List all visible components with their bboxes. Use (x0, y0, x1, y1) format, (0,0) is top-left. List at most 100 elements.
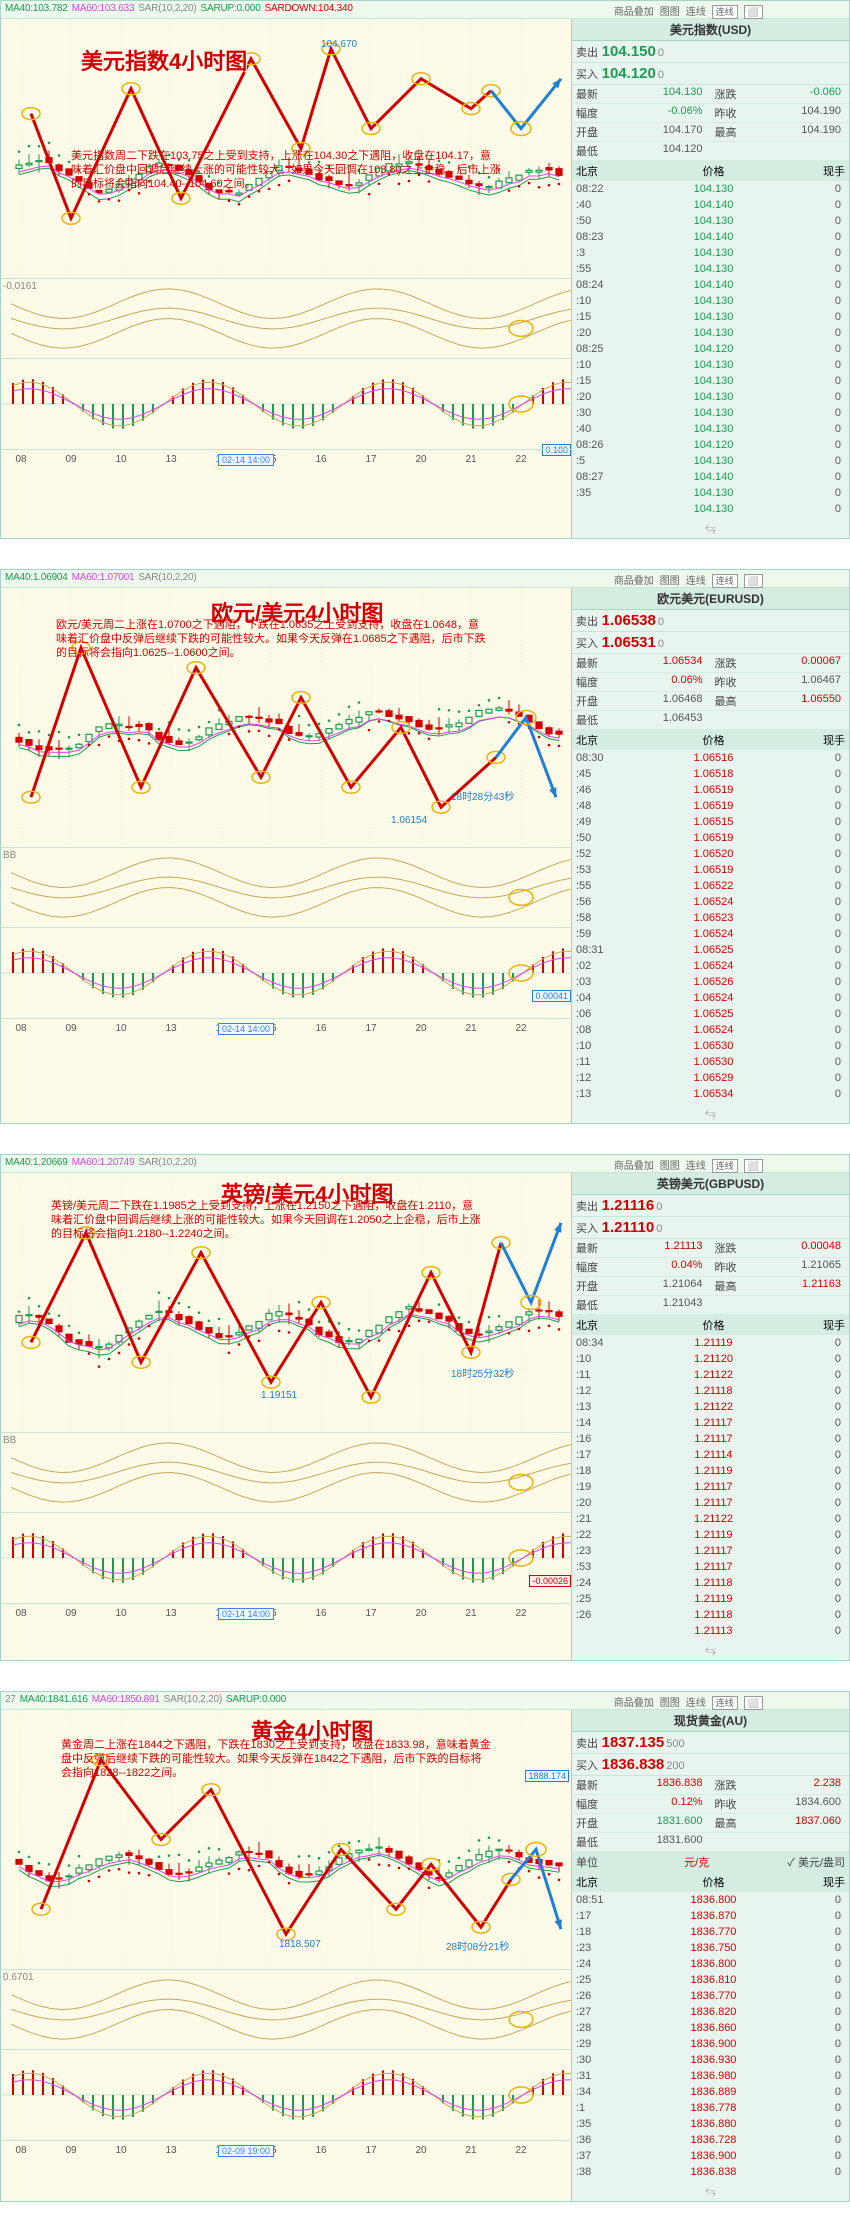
top-tool[interactable]: 图图 (660, 1161, 680, 1172)
top-button[interactable]: ⬜ (744, 5, 763, 19)
quote-title: 现货黄金(AU) (572, 1710, 849, 1732)
top-tool[interactable]: 连线 (686, 1161, 706, 1172)
top-tool[interactable]: 连线 (686, 1698, 706, 1709)
buy-row[interactable]: 买入 1.065310 (572, 632, 849, 654)
tick-price: 1.21122 (618, 1399, 809, 1415)
top-tool[interactable]: 图图 (660, 7, 680, 18)
tick-price: 104.120 (618, 341, 809, 357)
sell-row[interactable]: 卖出 1837.135500 (572, 1732, 849, 1754)
tick-qty: 0 (809, 1908, 849, 1924)
tick-qty: 0 (809, 197, 849, 213)
top-tool[interactable]: 商品叠加 (614, 1161, 654, 1172)
tick-time: :24 (572, 1575, 618, 1591)
chart-area[interactable]: 美元指数4小时图美元指数周二下跌在103.75之上受到支持，上涨在104.30之… (1, 19, 571, 538)
tick-qty: 0 (809, 1607, 849, 1623)
buy-row[interactable]: 买入 1836.838200 (572, 1754, 849, 1776)
tick-time: :59 (572, 926, 618, 942)
tick-qty: 0 (809, 1399, 849, 1415)
top-button[interactable]: 连线 (712, 574, 738, 588)
top-tool[interactable]: 商品叠加 (614, 7, 654, 18)
indicator-value: SAR(10,2,20) (138, 3, 196, 14)
scroll-icon[interactable]: ⥃ (572, 1102, 849, 1123)
tick-qty: 0 (809, 469, 849, 485)
unit-row[interactable]: 单位元/克✓ 美元/盎司 (572, 1852, 849, 1872)
buy-row[interactable]: 买入 104.1200 (572, 63, 849, 85)
svg-text:1818.507: 1818.507 (279, 1939, 321, 1950)
x-tick: 22 (515, 2145, 526, 2156)
tick-head-cell: 北京 (572, 1872, 618, 1892)
top-button[interactable]: 连线 (712, 1696, 738, 1710)
tick-price: 104.140 (618, 469, 809, 485)
tick-time: :13 (572, 1086, 618, 1102)
indicator-value: MA60:1850.891 (92, 1694, 160, 1705)
tick-price: 1836.930 (618, 2052, 809, 2068)
buy-label: 买入 (576, 1223, 598, 1235)
tick-qty: 0 (809, 766, 849, 782)
tick-price: 1.06520 (618, 846, 809, 862)
top-tool[interactable]: 图图 (660, 1698, 680, 1709)
top-button[interactable]: ⬜ (744, 1696, 763, 1710)
tick-row: :121.065290 (572, 1070, 849, 1086)
tick-row: :291836.9000 (572, 2036, 849, 2052)
x-tick: 09 (65, 2145, 76, 2156)
top-button[interactable]: ⬜ (744, 574, 763, 588)
chart-area[interactable]: 黄金4小时图黄金周二上涨在1844之下遇阻，下跌在1830之上受到支持，收盘在1… (1, 1710, 571, 2201)
tick-price: 1836.838 (618, 2164, 809, 2180)
tick-price: 1.21117 (618, 1543, 809, 1559)
tick-list[interactable]: 08:511836.8000:171836.8700:181836.7700:2… (572, 1892, 849, 2180)
tick-price: 1.21117 (618, 1415, 809, 1431)
tick-row: :281836.8600 (572, 2020, 849, 2036)
tick-price: 104.130 (618, 293, 809, 309)
scroll-icon[interactable]: ⥃ (572, 1639, 849, 1660)
top-button[interactable]: 连线 (712, 1159, 738, 1173)
indicator-value: MA60:1.20749 (72, 1157, 135, 1168)
scroll-icon[interactable]: ⥃ (572, 517, 849, 538)
buy-row[interactable]: 买入 1.211100 (572, 1217, 849, 1239)
tick-list[interactable]: 08:22104.1300:40104.1400:50104.130008:23… (572, 181, 849, 517)
tick-row: :371836.9000 (572, 2148, 849, 2164)
buy-ext: 0 (656, 1223, 662, 1235)
tick-row: 08:341.211190 (572, 1335, 849, 1351)
tick-qty: 0 (809, 1335, 849, 1351)
tick-row: :40104.1300 (572, 421, 849, 437)
tick-list[interactable]: 08:301.065160:451.065180:461.065190:481.… (572, 750, 849, 1102)
tick-time: :04 (572, 990, 618, 1006)
top-tool[interactable]: 商品叠加 (614, 1698, 654, 1709)
indicator-value: MA40:1.20669 (5, 1157, 68, 1168)
tick-qty: 0 (809, 1623, 849, 1639)
chart-area[interactable]: 欧元/美元4小时图欧元/美元周二上涨在1.0700之下遇阻，下跌在1.0635之… (1, 588, 571, 1123)
sell-ext: 0 (656, 1201, 662, 1213)
tick-price: 1836.800 (618, 1956, 809, 1972)
tick-price: 104.130 (618, 181, 809, 197)
x-tick: 16 (315, 1023, 326, 1034)
tick-price: 104.130 (618, 421, 809, 437)
tick-row: :061.065250 (572, 1006, 849, 1022)
top-tool[interactable]: 连线 (686, 576, 706, 587)
sell-row[interactable]: 卖出 1.065380 (572, 610, 849, 632)
tick-price: 1.21118 (618, 1383, 809, 1399)
top-tool[interactable]: 图图 (660, 576, 680, 587)
sell-row[interactable]: 卖出 104.1500 (572, 41, 849, 63)
top-button[interactable]: ⬜ (744, 1159, 763, 1173)
quote-panel: 欧元美元(EURUSD)卖出 1.065380买入 1.065310最新1.06… (571, 588, 849, 1123)
top-button[interactable]: 连线 (712, 5, 738, 19)
tick-qty: 0 (809, 2164, 849, 2180)
tick-list[interactable]: 08:341.211190:101.211200:111.211220:121.… (572, 1335, 849, 1639)
quote-panel: 美元指数(USD)卖出 104.1500买入 104.1200最新104.130… (571, 19, 849, 538)
top-tool[interactable]: 商品叠加 (614, 576, 654, 587)
tick-price: 1.06524 (618, 958, 809, 974)
tick-time: :20 (572, 325, 618, 341)
tick-qty: 0 (809, 910, 849, 926)
price-panel: 黄金4小时图黄金周二上涨在1844之下遇阻，下跌在1830之上受到支持，收盘在1… (1, 1710, 571, 1970)
tick-row: :341836.8890 (572, 2084, 849, 2100)
sell-price: 1.21116 (602, 1197, 655, 1214)
chart-area[interactable]: 英镑/美元4小时图英镑/美元周二下跌在1.1985之上受到支持，上涨在1.215… (1, 1173, 571, 1660)
tick-price: 1836.880 (618, 2116, 809, 2132)
price-panel: 欧元/美元4小时图欧元/美元周二上涨在1.0700之下遇阻，下跌在1.0635之… (1, 588, 571, 848)
tick-qty: 0 (809, 974, 849, 990)
tick-qty: 0 (809, 926, 849, 942)
top-tool[interactable]: 连线 (686, 7, 706, 18)
x-tick: 13 (165, 1608, 176, 1619)
tick-price: 1.06525 (618, 942, 809, 958)
sell-row[interactable]: 卖出 1.211160 (572, 1195, 849, 1217)
